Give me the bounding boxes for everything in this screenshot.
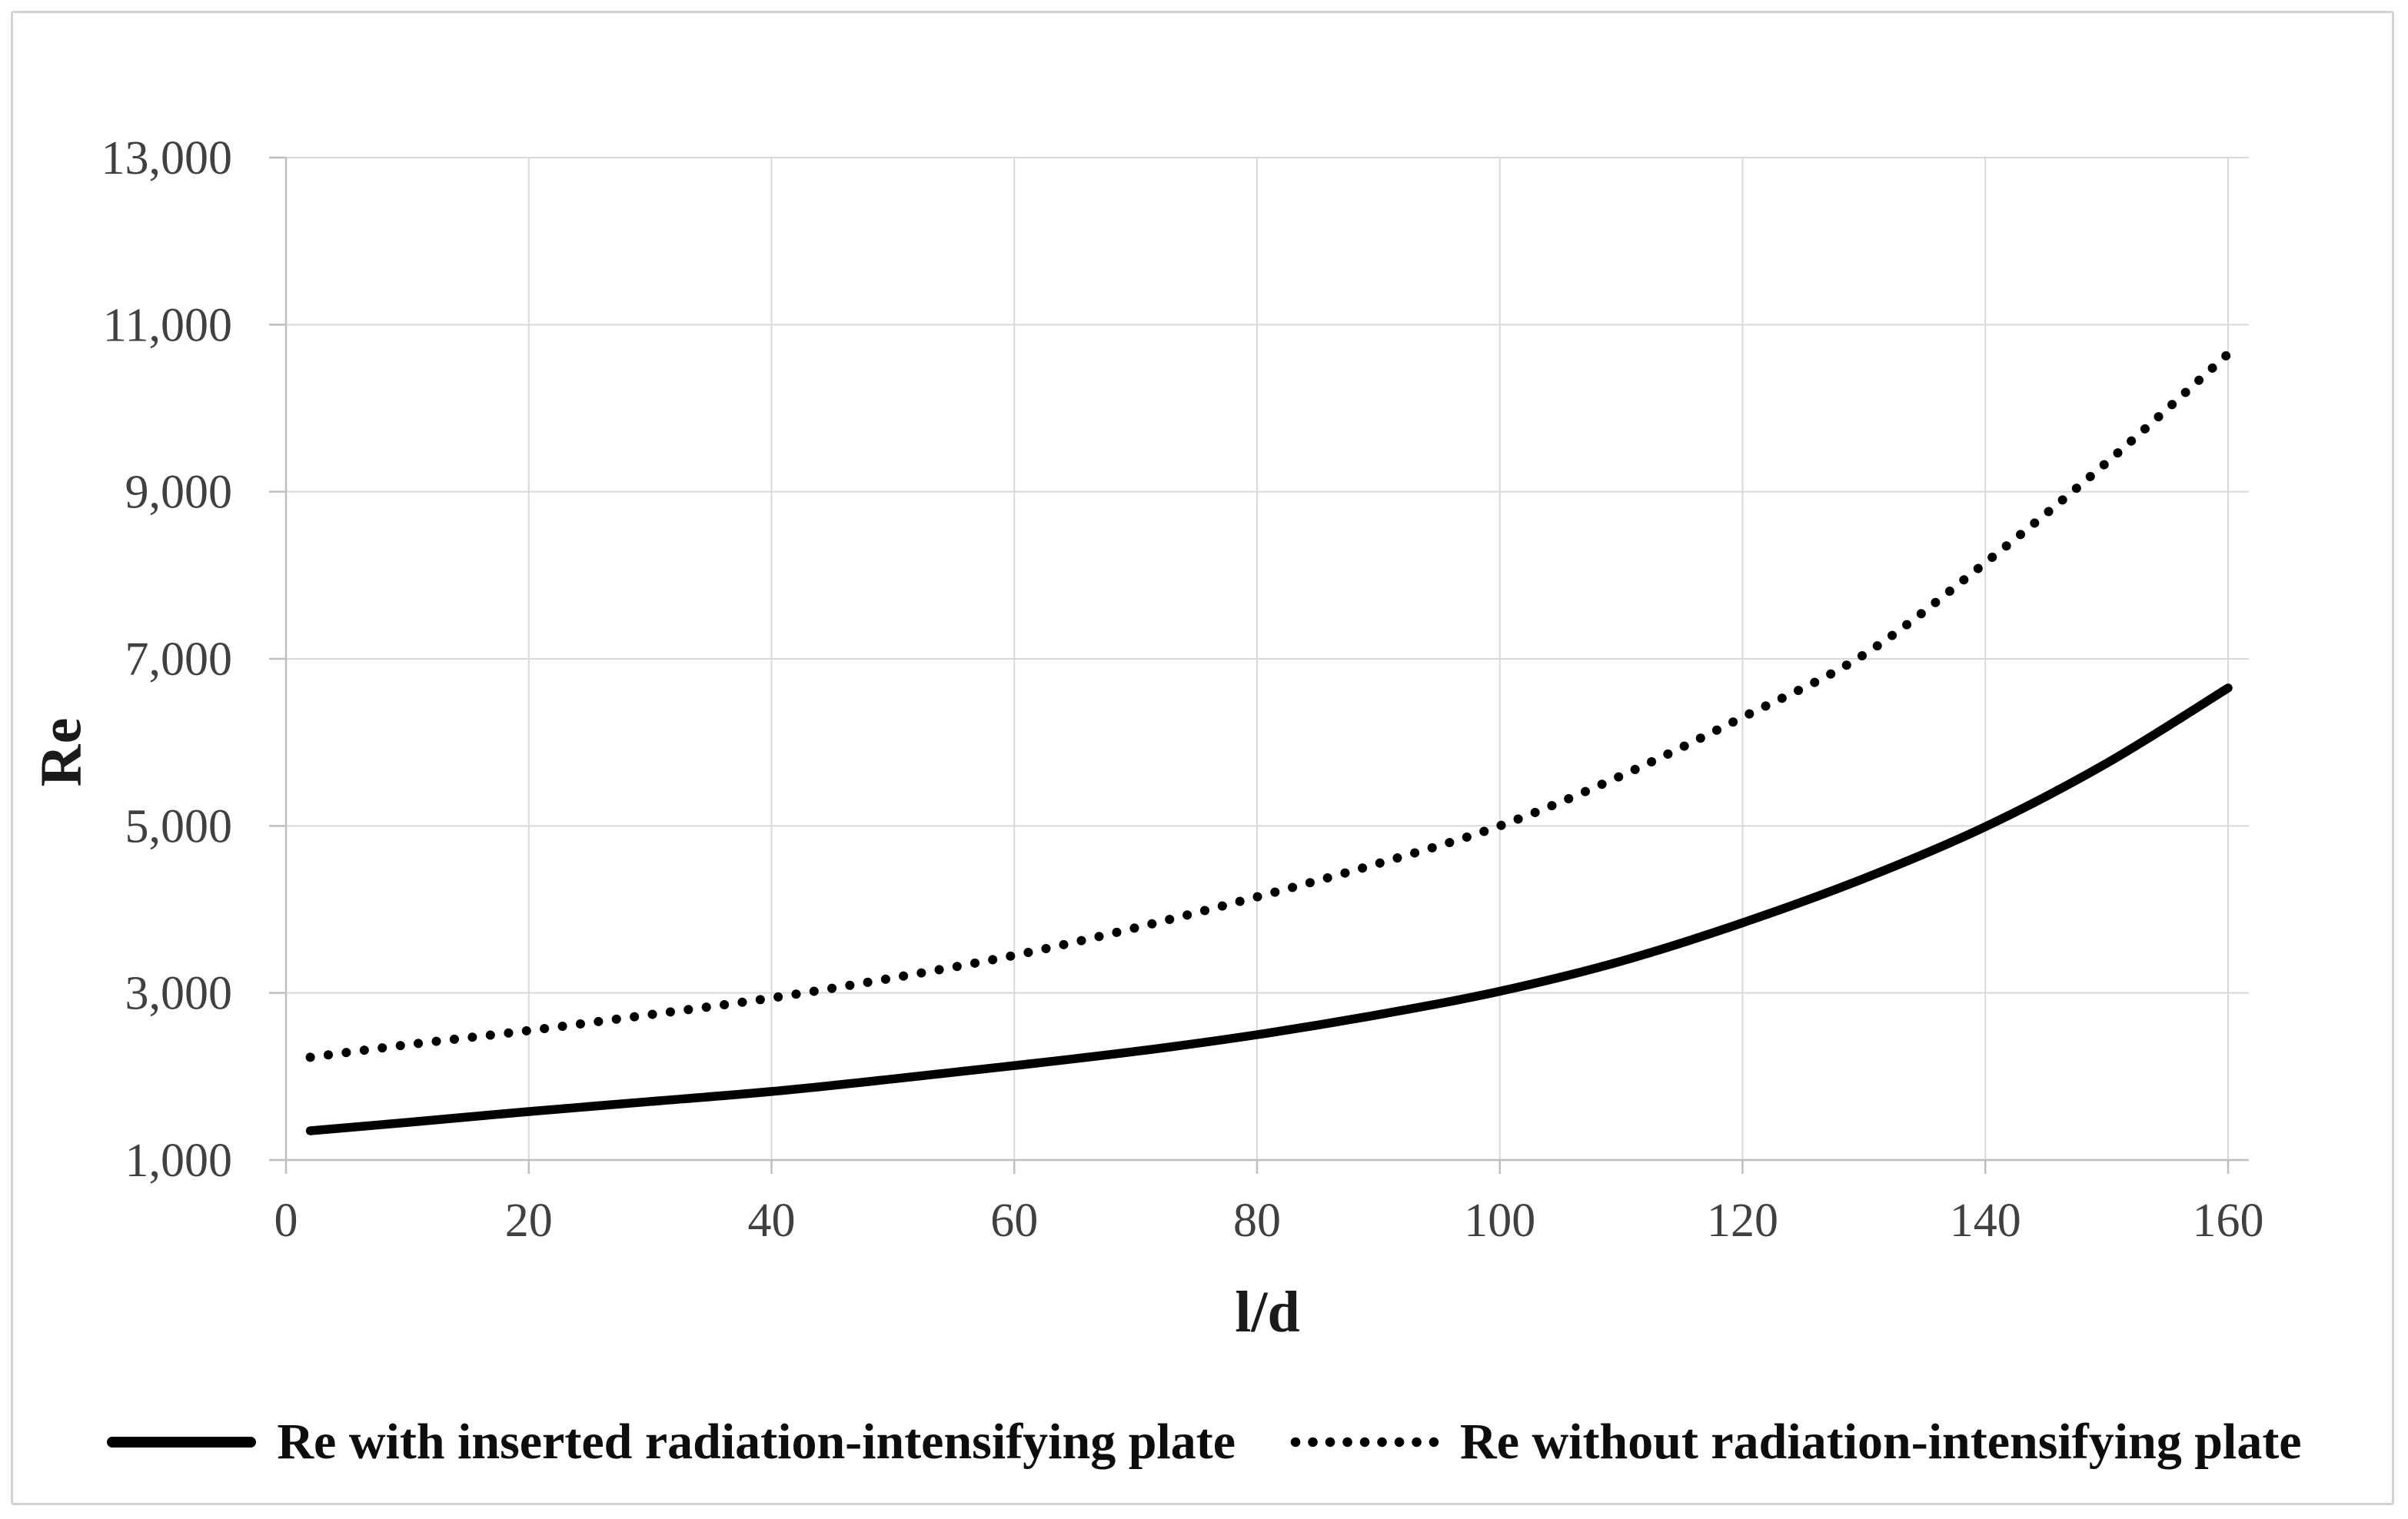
y-axis-title: Re: [28, 716, 94, 787]
y-tick-label: 1,000: [125, 1135, 233, 1187]
y-tick-label: 5,000: [125, 800, 233, 853]
x-tick-label: 80: [1233, 1195, 1281, 1247]
legend-item-with-plate: Re with inserted radiation-intensifying …: [106, 1413, 1236, 1471]
x-tick-label: 0: [274, 1195, 298, 1247]
x-tick-label: 100: [1464, 1195, 1535, 1247]
y-tick-label: 7,000: [125, 633, 233, 686]
series-line-without-plate: [305, 349, 2233, 1062]
legend-item-without-plate: Re without radiation-intensifying plate: [1289, 1413, 2302, 1471]
series-line-with-plate: [305, 683, 2233, 1135]
y-tick-label: 11,000: [103, 299, 232, 351]
x-tick-label: 40: [748, 1195, 796, 1247]
legend-label-without-plate: Re without radiation-intensifying plate: [1460, 1414, 2302, 1470]
x-tick-label: 20: [505, 1195, 553, 1247]
x-axis-title: l/d: [1235, 1280, 1300, 1344]
x-tick-label: 140: [1950, 1195, 2021, 1247]
legend: Re with inserted radiation-intensifying …: [0, 1413, 2408, 1471]
dotted-line-swatch-icon: [1290, 1437, 1439, 1448]
y-tick-label: 9,000: [125, 467, 233, 519]
x-tick-label: 120: [1707, 1195, 1778, 1247]
x-tick-label: 160: [2193, 1195, 2264, 1247]
legend-label-with-plate: Re with inserted radiation-intensifying …: [277, 1414, 1236, 1470]
x-tick-label: 60: [990, 1195, 1038, 1247]
y-tick-label: 13,000: [101, 132, 233, 184]
y-tick-label: 3,000: [125, 968, 233, 1020]
solid-line-swatch-icon: [107, 1437, 257, 1448]
